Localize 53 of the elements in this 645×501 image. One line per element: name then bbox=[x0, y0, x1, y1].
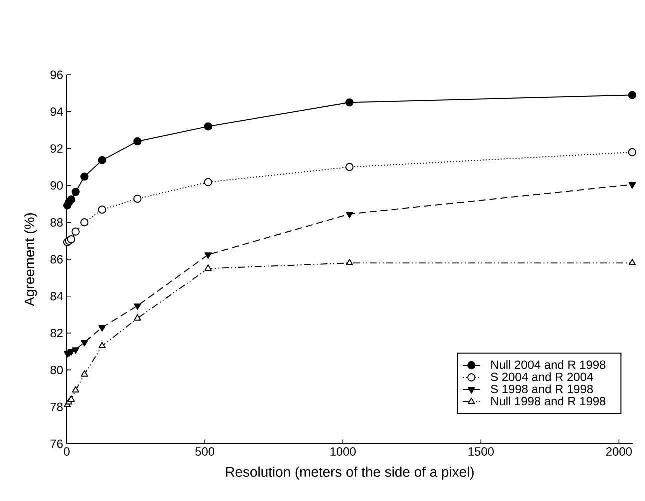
point bbox=[204, 264, 212, 272]
point bbox=[346, 163, 354, 172]
x-axis-title: Resolution (meters of the side of a pixel) bbox=[226, 466, 474, 480]
point bbox=[72, 348, 80, 354]
y-tick-label: 80 bbox=[50, 366, 64, 374]
y-tick-label: 92 bbox=[50, 144, 63, 154]
point bbox=[98, 325, 106, 332]
legend-label: S 2004 and R 2004 bbox=[491, 372, 594, 382]
y-tick-label: 96 bbox=[50, 70, 63, 80]
point bbox=[72, 228, 80, 236]
point bbox=[204, 178, 212, 186]
y-tick-label: 82 bbox=[50, 329, 63, 338]
point bbox=[346, 259, 354, 266]
point bbox=[98, 206, 106, 214]
point bbox=[81, 370, 88, 377]
y-tick-label: 90 bbox=[50, 181, 64, 190]
point bbox=[346, 98, 354, 107]
y-tick-label: 86 bbox=[50, 255, 63, 264]
y-tick-label: 76 bbox=[50, 440, 63, 448]
point bbox=[628, 148, 637, 157]
y-tick-label: 94 bbox=[50, 108, 64, 116]
point bbox=[81, 340, 88, 347]
point bbox=[67, 235, 76, 244]
point bbox=[628, 259, 636, 266]
x-tick-label: 1000 bbox=[330, 448, 356, 456]
point bbox=[204, 122, 212, 131]
point bbox=[134, 138, 142, 146]
legend-label: S 1998 and R 1998 bbox=[491, 384, 594, 394]
x-tick-label: 1500 bbox=[468, 448, 494, 456]
y-tick-label: 84 bbox=[50, 292, 64, 301]
point bbox=[204, 252, 212, 259]
point bbox=[628, 91, 637, 100]
point bbox=[80, 172, 89, 181]
point bbox=[134, 194, 142, 204]
x-tick-label: 500 bbox=[196, 448, 215, 456]
point bbox=[134, 304, 142, 310]
x-tick-label: 0 bbox=[64, 448, 70, 456]
point bbox=[98, 342, 106, 349]
y-tick-label: 88 bbox=[50, 218, 63, 227]
y-tick-label: 78 bbox=[50, 402, 63, 412]
point bbox=[98, 156, 106, 165]
x-tick-label: 2000 bbox=[606, 448, 632, 456]
point bbox=[72, 386, 80, 393]
legend-label: Null 1998 and R 1998 bbox=[492, 396, 606, 406]
point bbox=[346, 212, 354, 218]
point bbox=[67, 196, 76, 204]
point bbox=[628, 182, 636, 189]
y-axis-title: Agreement (%) bbox=[24, 213, 38, 306]
point bbox=[134, 314, 142, 321]
point bbox=[68, 349, 76, 356]
point bbox=[72, 188, 80, 196]
point bbox=[80, 218, 89, 227]
legend-label: Null 2004 and R 1998 bbox=[492, 360, 606, 370]
